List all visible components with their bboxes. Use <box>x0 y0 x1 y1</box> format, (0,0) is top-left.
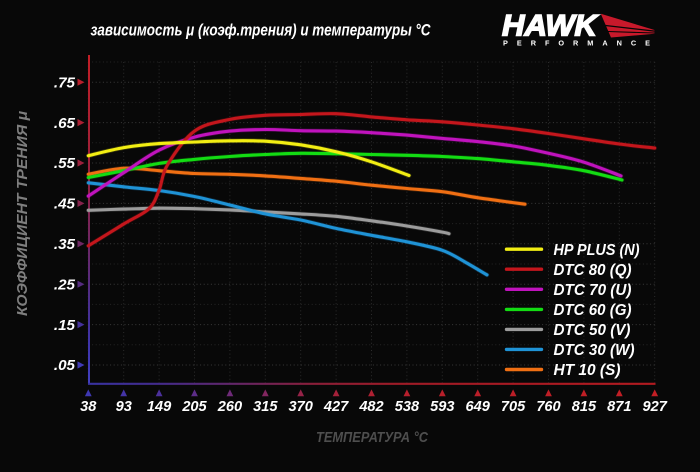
svg-text:DTC 50 (V): DTC 50 (V) <box>554 322 631 339</box>
svg-text:PERFORMANCE: PERFORMANCE <box>503 39 650 48</box>
svg-text:DTC 60 (G): DTC 60 (G) <box>554 302 632 319</box>
svg-text:260: 260 <box>217 399 242 415</box>
svg-text:DTC 70 (U): DTC 70 (U) <box>554 282 632 299</box>
svg-text:HAWK: HAWK <box>502 9 600 42</box>
svg-text:149: 149 <box>147 399 172 415</box>
svg-text:.75: .75 <box>54 74 76 91</box>
svg-text:КОЭФФИЦИЕНТ ТРЕНИЯ μ: КОЭФФИЦИЕНТ ТРЕНИЯ μ <box>15 111 31 316</box>
svg-text:93: 93 <box>116 399 132 415</box>
svg-text:.25: .25 <box>54 276 76 293</box>
svg-text:.55: .55 <box>54 155 76 172</box>
svg-text:38: 38 <box>80 399 97 415</box>
svg-text:.15: .15 <box>54 317 76 334</box>
svg-text:315: 315 <box>253 399 278 415</box>
svg-text:760: 760 <box>536 399 560 415</box>
svg-text:HT 10 (S): HT 10 (S) <box>554 362 621 379</box>
svg-text:зависимость μ (коэф.трения) и: зависимость μ (коэф.трения) и температур… <box>91 22 431 40</box>
svg-text:370: 370 <box>289 399 313 415</box>
svg-text:.05: .05 <box>54 357 76 374</box>
svg-text:649: 649 <box>466 399 491 415</box>
svg-text:538: 538 <box>395 399 420 415</box>
svg-text:.35: .35 <box>54 236 76 253</box>
svg-text:871: 871 <box>607 399 631 415</box>
svg-text:HP PLUS (N): HP PLUS (N) <box>554 242 640 259</box>
svg-text:DTC 30 (W): DTC 30 (W) <box>554 342 635 359</box>
svg-text:ТЕМПЕРАТУРА °C: ТЕМПЕРАТУРА °C <box>316 429 429 446</box>
svg-text:205: 205 <box>181 399 207 415</box>
svg-text:593: 593 <box>430 399 454 415</box>
svg-text:.45: .45 <box>54 196 76 213</box>
svg-text:482: 482 <box>358 399 383 415</box>
svg-text:705: 705 <box>501 399 526 415</box>
svg-text:815: 815 <box>572 399 597 415</box>
svg-text:427: 427 <box>323 399 349 415</box>
svg-text:927: 927 <box>643 399 668 415</box>
svg-text:.65: .65 <box>54 115 76 132</box>
svg-text:DTC 80 (Q): DTC 80 (Q) <box>554 262 632 279</box>
